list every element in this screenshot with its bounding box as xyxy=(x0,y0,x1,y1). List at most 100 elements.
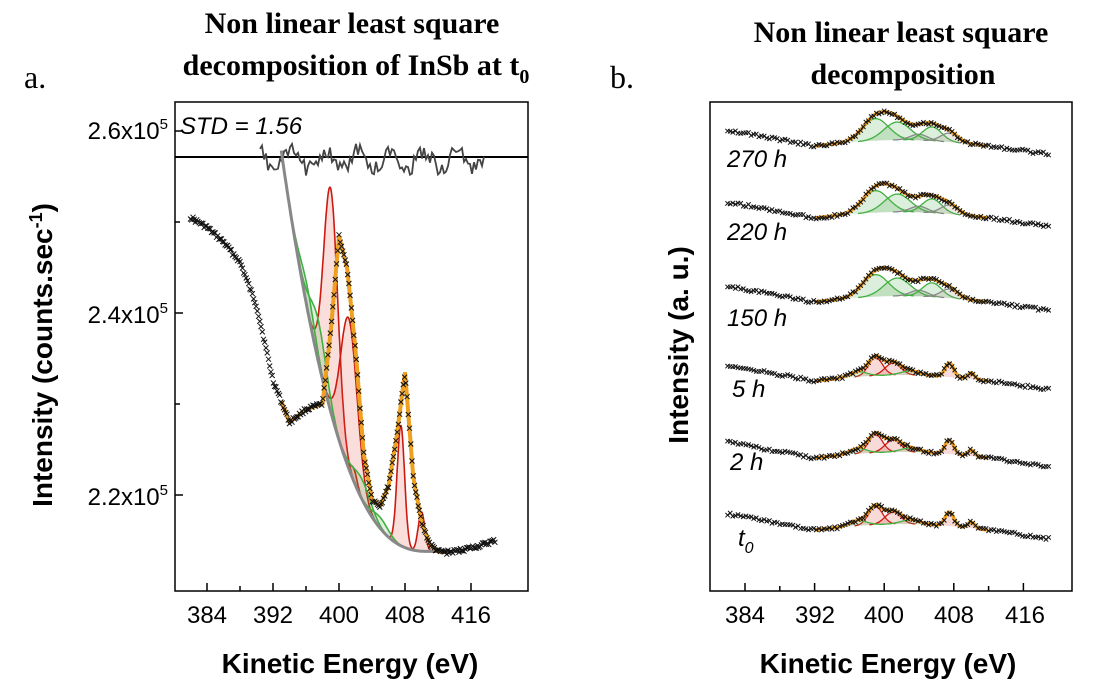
data-point xyxy=(852,368,859,374)
data-point xyxy=(396,411,403,418)
data-point xyxy=(915,193,921,199)
data-point xyxy=(751,367,757,373)
data-point xyxy=(884,109,890,115)
data-point xyxy=(952,131,958,137)
component-peak xyxy=(892,133,945,143)
data-point xyxy=(1017,219,1023,225)
data-point xyxy=(269,372,276,379)
data-point xyxy=(331,291,337,298)
data-point xyxy=(352,342,358,349)
data-point xyxy=(821,376,827,382)
panel-b-xlabel: Kinetic Energy (eV) xyxy=(760,648,1017,679)
data-point xyxy=(333,261,340,267)
data-point xyxy=(730,129,736,135)
panel-a-ticks xyxy=(175,130,472,591)
data-point xyxy=(855,367,861,373)
data-point xyxy=(1038,222,1044,228)
data-point xyxy=(248,287,254,293)
component-peak xyxy=(903,282,960,300)
component-fill xyxy=(869,363,916,376)
data-point xyxy=(873,503,879,509)
panel-a-xlabel: Kinetic Energy (eV) xyxy=(222,648,479,679)
data-point xyxy=(1043,222,1049,228)
data-point xyxy=(735,512,741,518)
data-point xyxy=(988,378,994,384)
data-point xyxy=(492,539,498,546)
data-point xyxy=(962,523,968,529)
data-point xyxy=(411,482,418,489)
data-point xyxy=(1001,457,1007,463)
data-point xyxy=(329,303,336,310)
data-point xyxy=(1035,534,1041,540)
data-point xyxy=(1035,462,1041,468)
data-point xyxy=(792,450,799,456)
data-point xyxy=(850,448,856,454)
data-point xyxy=(954,289,960,295)
data-point xyxy=(876,431,882,437)
data-point xyxy=(873,353,879,359)
component-fill xyxy=(869,512,916,525)
data-point xyxy=(980,379,986,385)
panel-b-title-line1: Non linear least square xyxy=(754,16,1049,49)
data-point xyxy=(1035,385,1041,391)
data-point xyxy=(923,449,929,455)
data-point xyxy=(339,248,346,255)
data-point xyxy=(359,434,366,441)
data-point xyxy=(228,246,235,253)
data-point xyxy=(816,525,822,532)
data-point xyxy=(398,399,404,405)
data-point xyxy=(863,511,869,517)
data-point xyxy=(873,266,879,272)
data-point xyxy=(907,277,913,283)
data-point xyxy=(745,442,752,448)
data-point xyxy=(198,220,205,226)
data-point xyxy=(936,123,942,129)
panel-b-xticks: 384 392 400 408 416 xyxy=(725,602,1045,629)
data-point xyxy=(440,548,446,555)
component-fill xyxy=(903,198,960,215)
data-point xyxy=(936,195,942,201)
data-point xyxy=(422,529,429,536)
data-point xyxy=(1004,218,1010,224)
data-point xyxy=(456,549,462,556)
data-point xyxy=(772,291,778,297)
data-point xyxy=(805,527,812,533)
data-point xyxy=(842,140,848,146)
component-peak xyxy=(857,193,936,215)
data-point xyxy=(412,489,419,495)
data-point xyxy=(978,142,984,148)
panel-a-yticks: 2.2x105 2.4x105 2.6x105 xyxy=(88,116,168,511)
data-point xyxy=(337,239,344,246)
data-point xyxy=(336,231,342,238)
data-point xyxy=(1006,303,1013,309)
data-point xyxy=(276,392,283,399)
data-point xyxy=(886,110,892,116)
data-point xyxy=(1019,304,1026,310)
data-point xyxy=(244,277,251,284)
data-point xyxy=(1035,221,1041,227)
panel-b-ticks xyxy=(744,583,1025,591)
residual-std-label: STD = 1.56 xyxy=(180,113,303,140)
data-point xyxy=(915,371,921,377)
data-point xyxy=(259,329,266,335)
background-curve xyxy=(279,150,463,553)
data-point xyxy=(892,359,898,365)
data-point xyxy=(1014,382,1020,388)
panel-b-ylabel: Intensity (a. u.) xyxy=(663,246,694,444)
curve-label: 220 h xyxy=(726,219,787,246)
data-point xyxy=(376,504,383,510)
data-point xyxy=(355,388,362,395)
xtick-label: 416 xyxy=(1005,602,1045,629)
data-point xyxy=(936,278,942,284)
data-point xyxy=(879,503,885,509)
data-point xyxy=(949,511,955,517)
panel-b-title-line2: decomposition xyxy=(810,58,995,91)
data-point xyxy=(959,374,966,380)
data-point xyxy=(777,208,783,214)
data-point xyxy=(416,507,423,514)
data-point xyxy=(842,212,848,218)
data-point xyxy=(965,450,971,456)
panel-b: b. Non linear least square decomposition… xyxy=(610,16,1073,679)
data-point xyxy=(1046,152,1052,158)
data-point xyxy=(756,290,762,296)
